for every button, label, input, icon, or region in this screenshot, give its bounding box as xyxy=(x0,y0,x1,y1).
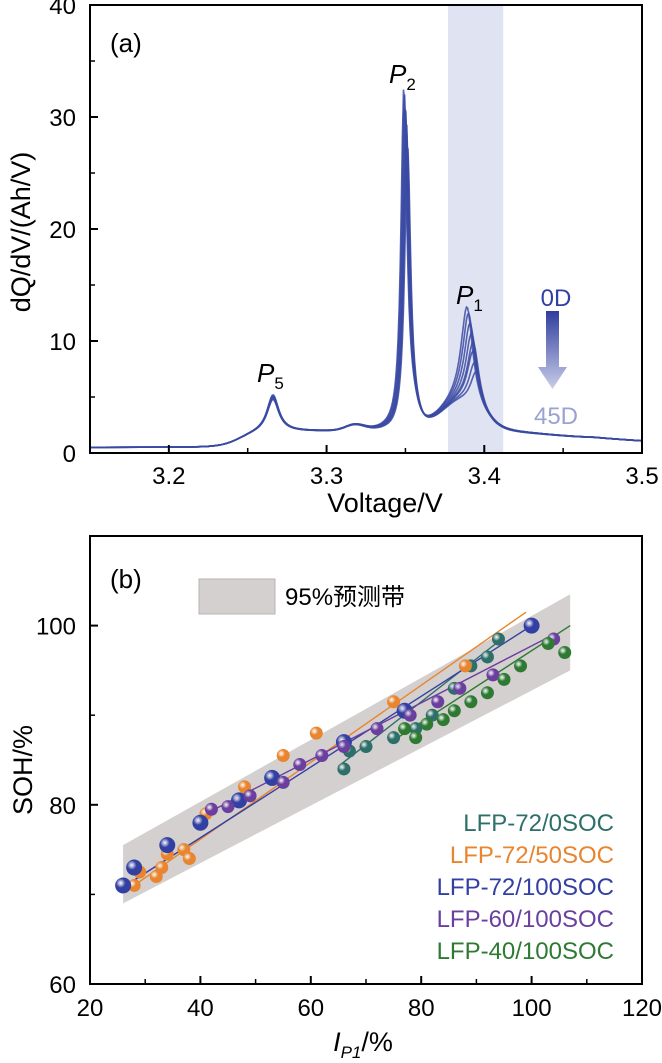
data-point-series-1 xyxy=(409,722,423,736)
legend-series-5: LFP-40/100SOC xyxy=(437,938,614,965)
panel-b-ytick-label: 60 xyxy=(49,972,76,999)
data-point-series-4 xyxy=(243,789,257,803)
data-point-series-4 xyxy=(276,775,290,789)
data-point-series-5 xyxy=(464,695,478,709)
panel-b-x-axis-label: IP1/% xyxy=(333,1027,393,1062)
panel-a-label: (a) xyxy=(110,28,142,58)
legend-series-3: LFP-72/100SOC xyxy=(437,874,614,901)
data-point-series-2 xyxy=(276,749,290,763)
peak-label-p5: P5 xyxy=(257,358,284,393)
panel-a-frame xyxy=(89,4,643,454)
data-point-series-1 xyxy=(491,632,505,646)
data-point-series-2 xyxy=(182,852,196,866)
panel-b-xtick-label: 120 xyxy=(622,995,662,1022)
legend-series-4: LFP-60/100SOC xyxy=(437,906,614,933)
data-point-series-5 xyxy=(409,731,423,745)
data-point-series-1 xyxy=(480,650,494,664)
data-point-series-1 xyxy=(359,740,373,754)
data-point-series-5 xyxy=(436,713,450,727)
panel-b-label: (b) xyxy=(110,564,142,594)
panel-a-x-axis-label: Voltage/V xyxy=(327,488,443,518)
data-point-series-2 xyxy=(127,878,141,892)
panel-b: 20 40 60 80 100 120 60 80 100 (b) 95%预测带 LFP-72/… xyxy=(8,535,662,1062)
data-point-series-5 xyxy=(558,645,572,659)
band-legend-label: 95%预测带 xyxy=(285,584,405,611)
data-point-series-2 xyxy=(458,659,472,673)
panel-a-ytick-label: 40 xyxy=(49,0,76,20)
dqdv-curve-8 xyxy=(90,148,643,449)
aging-arrow xyxy=(538,311,567,389)
data-point-series-2 xyxy=(309,726,323,740)
data-point-series-5 xyxy=(447,704,461,718)
data-point-series-4 xyxy=(403,708,417,722)
panel-a-xtick-label: 3.2 xyxy=(152,463,185,490)
panel-a-y-axis-label: dQ/dV/(Ah/V) xyxy=(6,152,36,313)
data-point-series-1 xyxy=(387,731,401,745)
panel-a-xtick-label: 3.3 xyxy=(310,463,343,490)
panel-b-xtick-label: 100 xyxy=(512,995,552,1022)
data-point-series-5 xyxy=(480,686,494,700)
dqdv-curve-4 xyxy=(90,111,643,449)
panel-a-ytick-label: 20 xyxy=(49,217,76,244)
data-point-series-3 xyxy=(231,792,248,809)
data-point-series-4 xyxy=(293,757,307,771)
data-point-series-3 xyxy=(126,859,143,876)
data-point-series-4 xyxy=(337,740,351,754)
data-point-series-4 xyxy=(315,749,329,763)
dqdv-curve-3 xyxy=(90,108,643,449)
data-point-series-4 xyxy=(370,722,384,736)
data-point-series-5 xyxy=(541,637,555,651)
band-legend-swatch xyxy=(198,578,276,615)
panel-a-ytick-label: 10 xyxy=(49,329,76,356)
legend-series-1: LFP-72/0SOC xyxy=(463,810,614,837)
panel-a-xtick-label: 3.5 xyxy=(625,463,658,490)
panel-b-ticks: 20 40 60 80 100 120 60 80 100 xyxy=(36,614,662,1022)
data-point-series-2 xyxy=(387,695,401,709)
data-point-series-4 xyxy=(486,668,500,682)
data-point-series-5 xyxy=(514,659,528,673)
panel-a-ticks: 3.2 3.3 3.4 3.5 0 10 20 30 40 xyxy=(49,0,658,490)
data-point-series-3 xyxy=(159,837,176,854)
panel-a-xtick-label: 3.4 xyxy=(468,463,501,490)
data-point-series-5 xyxy=(420,717,434,731)
data-point-series-4 xyxy=(221,800,235,814)
peak-label-p2: P2 xyxy=(389,59,416,94)
panel-b-xtick-label: 20 xyxy=(77,995,104,1022)
data-point-series-2 xyxy=(155,861,169,875)
arrow-bottom-label: 45D xyxy=(534,403,578,430)
peak-label-p1: P1 xyxy=(456,280,483,315)
data-point-series-4 xyxy=(431,695,445,709)
panel-a-ytick-label: 30 xyxy=(49,105,76,132)
data-point-series-3 xyxy=(523,617,540,634)
panel-b-ytick-label: 80 xyxy=(49,793,76,820)
dqdv-curve-1 xyxy=(90,89,643,449)
panel-a: 3.2 3.3 3.4 3.5 0 10 20 30 40 (a) Voltage/V dQ/d… xyxy=(6,0,659,518)
data-point-series-4 xyxy=(453,681,467,695)
data-point-series-4 xyxy=(204,802,218,816)
panel-b-ytick-label: 100 xyxy=(36,614,76,641)
arrow-top-label: 0D xyxy=(541,285,572,312)
data-point-series-1 xyxy=(337,762,351,776)
data-point-series-5 xyxy=(497,672,511,686)
panel-b-y-axis-label: SOH/% xyxy=(8,725,38,815)
panel-a-curves xyxy=(90,89,643,449)
panel-a-ytick-label: 0 xyxy=(63,441,76,468)
data-point-series-5 xyxy=(398,722,412,736)
panel-b-xtick-label: 40 xyxy=(187,995,214,1022)
dqdv-curve-2 xyxy=(90,94,643,449)
fit-line-2 xyxy=(133,611,527,887)
data-point-series-3 xyxy=(264,769,281,786)
panel-b-xtick-label: 60 xyxy=(297,995,324,1022)
data-point-series-3 xyxy=(192,814,209,831)
legend-series-2: LFP-72/50SOC xyxy=(450,842,614,869)
data-point-series-3 xyxy=(115,877,132,894)
panel-b-xtick-label: 80 xyxy=(408,995,435,1022)
panel-b-points xyxy=(115,617,572,894)
